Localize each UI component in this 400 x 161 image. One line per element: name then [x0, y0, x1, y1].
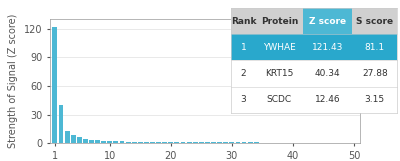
Text: 27.88: 27.88: [362, 69, 388, 78]
Bar: [71, 135, 76, 143]
Bar: [187, 142, 192, 143]
Bar: [83, 139, 88, 143]
Text: Z score: Z score: [309, 17, 346, 26]
Text: 3.15: 3.15: [365, 95, 385, 104]
Bar: [150, 142, 155, 143]
Bar: [266, 142, 271, 143]
Bar: [107, 141, 112, 143]
Text: KRT15: KRT15: [265, 69, 294, 78]
Bar: [156, 142, 161, 143]
Bar: [205, 142, 210, 143]
Text: 121.43: 121.43: [312, 43, 343, 52]
Text: Protein: Protein: [261, 17, 298, 26]
Text: YWHAE: YWHAE: [263, 43, 296, 52]
Bar: [199, 142, 204, 143]
Bar: [180, 142, 186, 143]
Bar: [272, 142, 277, 143]
Text: 2: 2: [241, 69, 246, 78]
Bar: [230, 142, 234, 143]
Text: 40.34: 40.34: [315, 69, 340, 78]
Bar: [101, 141, 106, 143]
Bar: [302, 8, 352, 34]
Bar: [278, 142, 283, 143]
Bar: [58, 105, 64, 143]
Bar: [223, 142, 228, 143]
Bar: [114, 141, 118, 143]
Bar: [231, 60, 397, 87]
Text: 12.46: 12.46: [315, 95, 340, 104]
Bar: [260, 142, 265, 143]
Bar: [89, 140, 94, 143]
Bar: [162, 142, 167, 143]
Bar: [138, 142, 143, 143]
Bar: [217, 142, 222, 143]
Bar: [236, 142, 240, 143]
Bar: [132, 142, 137, 143]
Bar: [120, 141, 124, 143]
Bar: [52, 28, 57, 143]
Text: SCDC: SCDC: [267, 95, 292, 104]
Bar: [174, 142, 179, 143]
Bar: [144, 142, 149, 143]
Bar: [168, 142, 173, 143]
Bar: [211, 142, 216, 143]
Text: 81.1: 81.1: [365, 43, 385, 52]
Bar: [242, 142, 246, 143]
Bar: [231, 34, 397, 60]
Y-axis label: Strength of Signal (Z score): Strength of Signal (Z score): [8, 14, 18, 148]
Bar: [193, 142, 198, 143]
Text: 3: 3: [241, 95, 246, 104]
Bar: [126, 142, 130, 143]
Text: S score: S score: [356, 17, 393, 26]
Bar: [231, 87, 397, 113]
Bar: [77, 137, 82, 143]
Bar: [254, 142, 259, 143]
Text: Rank: Rank: [231, 17, 256, 26]
Text: 1: 1: [241, 43, 246, 52]
Bar: [65, 131, 70, 143]
Bar: [95, 140, 100, 143]
Bar: [248, 142, 252, 143]
Bar: [231, 8, 397, 34]
